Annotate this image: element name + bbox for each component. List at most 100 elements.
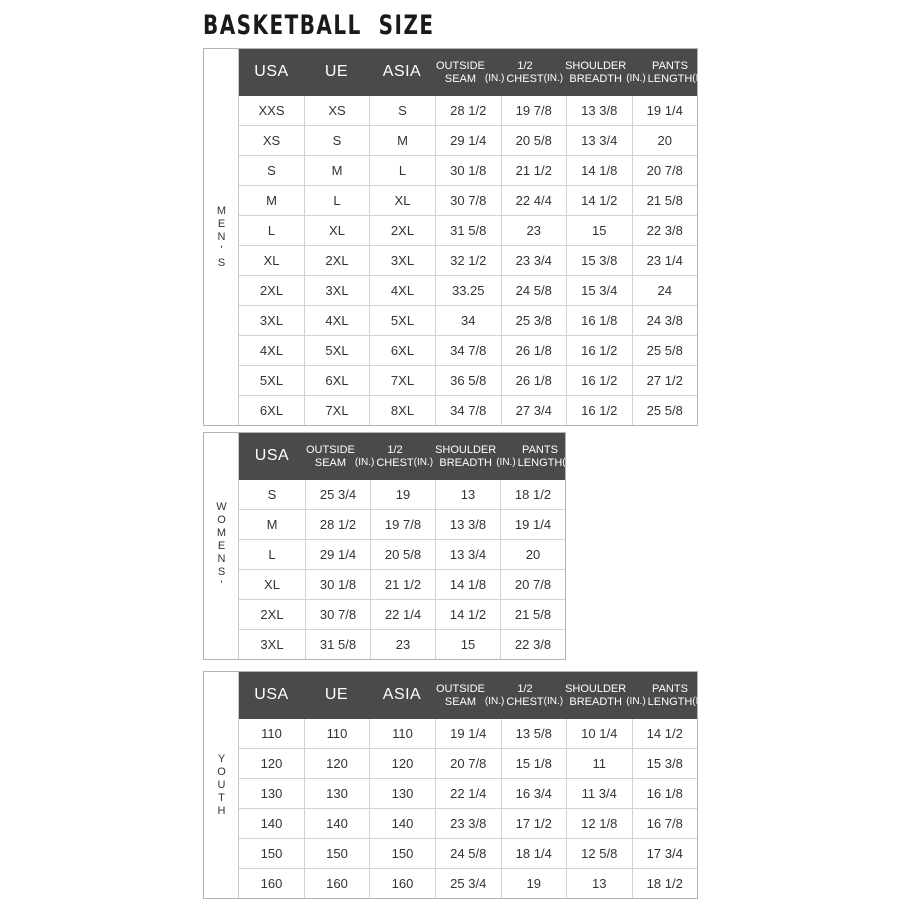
column-header-unit: (IN.) [626, 695, 646, 707]
column-header-pants-length: PANTS LENGTH (IN.) [517, 433, 583, 480]
column-header-label: 1/2 CHEST [376, 444, 414, 469]
youth-side-label: YOUTH [204, 672, 239, 898]
table-cell: 4XL [369, 276, 435, 305]
table-row: S M L 30 1/8 21 1/2 14 1/8 20 7/8 [239, 155, 697, 185]
youth-header-row: USA UE ASIA OUTSIDE SEAM (IN.) 1/2 CHEST (IN.) SH… [239, 672, 712, 719]
table-cell: 18 1/2 [631, 869, 698, 898]
table-cell: 31 5/8 [435, 216, 501, 245]
table-cell: 23 1/4 [631, 246, 698, 275]
table-cell: 21 1/2 [500, 156, 567, 185]
mens-body: XXS XS S 28 1/2 19 7/8 13 3/8 19 1/4 XS S M 29 1/4… [239, 96, 697, 425]
table-cell: 21 5/8 [631, 186, 698, 215]
column-header-label: USA [254, 63, 289, 81]
table-cell: M [369, 126, 435, 155]
table-row: 2XL 3XL 4XL 33.25 24 5/8 15 3/4 24 [239, 275, 697, 305]
mens-grid: USA UE ASIA OUTSIDE SEAM (IN.) 1/2 CHEST (IN.) SH… [239, 49, 712, 425]
table-row: 150 150 150 24 5/8 18 1/4 12 5/8 17 3/4 [239, 838, 697, 868]
table-cell: 30 7/8 [305, 600, 370, 629]
table-cell: 160 [369, 869, 435, 898]
table-cell: 12 5/8 [566, 839, 632, 868]
column-header-pants-length: PANTS LENGTH (IN.) [647, 672, 713, 719]
column-header-label: ASIA [382, 686, 422, 704]
column-header-unit: (IN.) [496, 456, 516, 468]
womens-grid: USA OUTSIDE SEAM (IN.) 1/2 CHEST (IN.) SHOULDER… [239, 433, 582, 659]
table-cell: 7XL [369, 366, 435, 395]
table-cell: 14 1/2 [435, 600, 500, 629]
youth-side-label-text: YOUTH [215, 752, 228, 818]
table-cell: 20 [500, 540, 565, 569]
table-cell: 16 1/8 [566, 306, 632, 335]
table-cell: 13 3/8 [435, 510, 500, 539]
table-cell: 22 4/4 [500, 186, 567, 215]
table-row: 2XL 30 7/8 22 1/4 14 1/2 21 5/8 [239, 599, 565, 629]
column-header-label: SHOULDER BREADTH [435, 444, 497, 469]
table-cell: 160 [260, 876, 283, 891]
column-header-usa: USA [239, 49, 304, 96]
column-header-outside-seam: OUTSIDE SEAM (IN.) [305, 433, 375, 480]
table-cell: 15 3/8 [566, 246, 632, 275]
table-cell: 3XL [369, 246, 435, 275]
table-cell: 4XL [304, 306, 369, 335]
table-row: 3XL 4XL 5XL 34 25 3/8 16 1/8 24 3/8 [239, 305, 697, 335]
table-cell: 18 1/2 [500, 480, 565, 509]
mens-side-label-text: MEN'S [215, 204, 228, 270]
column-header-1-2-chest: 1/2 CHEST (IN.) [505, 672, 564, 719]
table-cell: 22 3/8 [500, 630, 565, 659]
table-cell: S [267, 163, 276, 178]
table-row: XS S M 29 1/4 20 5/8 13 3/4 20 [239, 125, 697, 155]
column-header-unit: (IN.) [543, 695, 564, 707]
table-cell: 19 7/8 [500, 96, 567, 125]
table-cell: 25 3/4 [305, 480, 370, 509]
table-cell: XXS [258, 103, 285, 118]
column-header-label: SHOULDER BREADTH [565, 60, 627, 85]
column-header-unit: (IN.) [413, 456, 434, 468]
column-header-label: SHOULDER BREADTH [565, 683, 627, 708]
column-header-label: ASIA [382, 63, 422, 81]
table-cell: 7XL [304, 396, 369, 425]
table-cell: 2XL [259, 283, 284, 298]
youth-body: 110 110 110 19 1/4 13 5/8 10 1/4 14 1/2 120 120 1… [239, 719, 697, 898]
column-header-label: USA [254, 686, 289, 704]
womens-side-label-text: WOMENS' [215, 500, 228, 592]
table-cell: 3XL [259, 313, 284, 328]
table-row: XL 2XL 3XL 32 1/2 23 3/4 15 3/8 23 1/4 [239, 245, 697, 275]
table-cell: 26 1/8 [500, 336, 567, 365]
table-cell: 19 1/4 [435, 719, 501, 748]
youth-size-table: YOUTH USA UE ASIA OUTSIDE SEAM (IN.) 1/2 CHEST(… [203, 671, 712, 899]
table-cell: 20 5/8 [500, 126, 567, 155]
table-cell: XL [304, 216, 369, 245]
table-cell: 2XL [369, 216, 435, 245]
table-cell: 24 5/8 [500, 276, 567, 305]
column-header-unit: (IN.) [626, 72, 646, 84]
table-row: 5XL 6XL 7XL 36 5/8 26 1/8 16 1/2 27 1/2 [239, 365, 697, 395]
table-cell: 2XL [304, 246, 369, 275]
table-cell: 15 [566, 216, 632, 245]
table-cell: 5XL [259, 373, 284, 388]
table-cell: 27 3/4 [500, 396, 567, 425]
table-cell: 19 1/4 [500, 510, 565, 539]
table-cell: 14 1/8 [566, 156, 632, 185]
table-cell: 130 [369, 779, 435, 808]
table-cell: 13 3/8 [566, 96, 632, 125]
table-cell: 32 1/2 [435, 246, 501, 275]
table-cell: 23 [500, 216, 567, 245]
column-header-unit: (IN.) [692, 72, 712, 84]
womens-header-row: USA OUTSIDE SEAM (IN.) 1/2 CHEST (IN.) SHOULDER… [239, 433, 582, 480]
table-cell: XL [369, 186, 435, 215]
table-cell: 23 3/8 [435, 809, 501, 838]
table-cell: 13 3/4 [435, 540, 500, 569]
table-cell: 14 1/8 [435, 570, 500, 599]
table-cell: 34 7/8 [435, 396, 501, 425]
column-header-ue: UE [304, 49, 369, 96]
column-header-unit: (IN.) [543, 72, 564, 84]
column-header-outside-seam: OUTSIDE SEAM (IN.) [435, 672, 505, 719]
table-cell: M [304, 156, 369, 185]
column-header-asia: ASIA [369, 672, 435, 719]
table-cell: 120 [304, 749, 369, 778]
table-row: 140 140 140 23 3/8 17 1/2 12 1/8 16 7/8 [239, 808, 697, 838]
column-header-asia: ASIA [369, 49, 435, 96]
table-cell: S [369, 96, 435, 125]
table-cell: 110 [304, 719, 369, 748]
table-cell: 15 [435, 630, 500, 659]
